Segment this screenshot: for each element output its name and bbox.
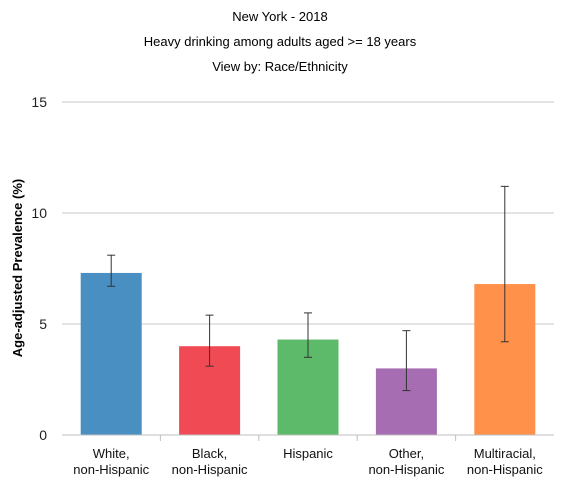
y-axis-ticks: 0 5 10 15 — [31, 94, 47, 443]
x-category-label: non-Hispanic — [368, 462, 444, 477]
x-category-label: non-Hispanic — [172, 462, 248, 477]
chart-view-by: View by: Race/Ethnicity — [212, 59, 348, 74]
x-category-label: White, — [93, 446, 130, 461]
y-tick-label: 5 — [39, 316, 47, 332]
y-tick-label: 10 — [31, 205, 47, 221]
error-bars — [107, 185, 509, 392]
x-category-label: non-Hispanic — [467, 462, 543, 477]
y-tick-label: 15 — [31, 94, 47, 110]
chart-title: New York - 2018 — [232, 9, 327, 24]
y-axis-label: Age-adjusted Prevalence (%) — [10, 179, 25, 357]
x-category-label: Hispanic — [283, 446, 333, 461]
y-tick-label: 0 — [39, 427, 47, 443]
x-axis-categories: White,non-HispanicBlack,non-HispanicHisp… — [73, 435, 543, 477]
x-category-label: Black, — [192, 446, 227, 461]
x-category-label: Multiracial, — [474, 446, 536, 461]
x-category-label: non-Hispanic — [73, 462, 149, 477]
chart-subtitle: Heavy drinking among adults aged >= 18 y… — [144, 34, 417, 49]
x-category-label: Other, — [389, 446, 424, 461]
bar — [80, 272, 142, 435]
